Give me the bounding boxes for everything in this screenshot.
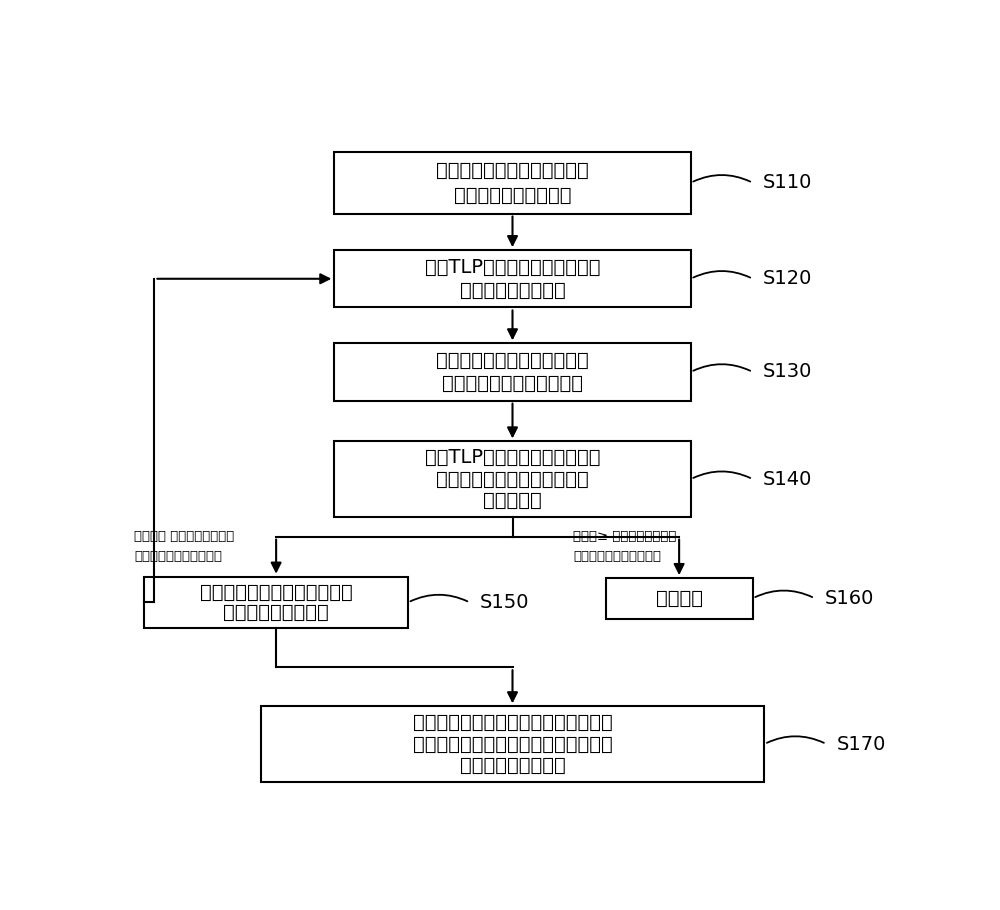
Text: 通过光发射显微镜采集待测电: 通过光发射显微镜采集待测电	[436, 161, 589, 180]
Bar	[334, 343, 691, 400]
Text: 子元器件的光学反射像: 子元器件的光学反射像	[454, 186, 571, 205]
Text: 漏电流≥ 预设阈値，或传输: 漏电流≥ 预设阈値，或传输	[573, 531, 676, 543]
Bar	[334, 152, 691, 214]
Text: 通过TLP测试系统测量施加传输: 通过TLP测试系统测量施加传输	[425, 448, 600, 467]
Text: S160: S160	[825, 589, 874, 608]
Text: 间的漏电流: 间的漏电流	[483, 491, 542, 511]
Text: 电放电通道和损伤点: 电放电通道和损伤点	[460, 756, 565, 775]
Text: S130: S130	[763, 362, 812, 381]
Text: 线脉冲达到最大脉冲电压: 线脉冲达到最大脉冲电压	[573, 550, 661, 562]
Text: 将采集的各光发射图像与所述光学反射: 将采集的各光发射图像与所述光学反射	[413, 713, 612, 732]
Text: 冲到待测电子元器件: 冲到待测电子元器件	[460, 281, 565, 299]
Bar	[606, 578, 753, 619]
Text: 通过光发射显微镜采集传输线: 通过光发射显微镜采集传输线	[436, 351, 589, 370]
Text: 脉冲放电过程的光发射图像: 脉冲放电过程的光发射图像	[442, 374, 583, 393]
Text: S120: S120	[763, 269, 812, 288]
Text: S140: S140	[763, 470, 812, 489]
Text: S110: S110	[763, 173, 812, 192]
Text: 像叠加，定位所述待测电子元器件的静: 像叠加，定位所述待测电子元器件的静	[413, 734, 612, 753]
Bar	[144, 577, 408, 629]
Bar	[334, 441, 691, 517]
Text: 得到新的传输线脉冲: 得到新的传输线脉冲	[223, 603, 329, 622]
Text: 增加传输线脉冲的脉冲电压，: 增加传输线脉冲的脉冲电压，	[200, 582, 352, 602]
Text: 脉冲未达到最大脉冲电压: 脉冲未达到最大脉冲电压	[134, 550, 222, 562]
Bar	[334, 250, 691, 308]
Text: S150: S150	[480, 593, 529, 612]
Bar	[261, 706, 764, 782]
Text: S170: S170	[836, 734, 886, 753]
Text: 通过TLP测试系统施加传输线脉: 通过TLP测试系统施加传输线脉	[425, 258, 600, 277]
Text: 结束测试: 结束测试	[656, 589, 703, 608]
Text: 漏电流＜ 预设阈値且传输线: 漏电流＜ 预设阈値且传输线	[134, 531, 235, 543]
Text: 线脉冲后待测电子元器件管脚: 线脉冲后待测电子元器件管脚	[436, 470, 589, 489]
